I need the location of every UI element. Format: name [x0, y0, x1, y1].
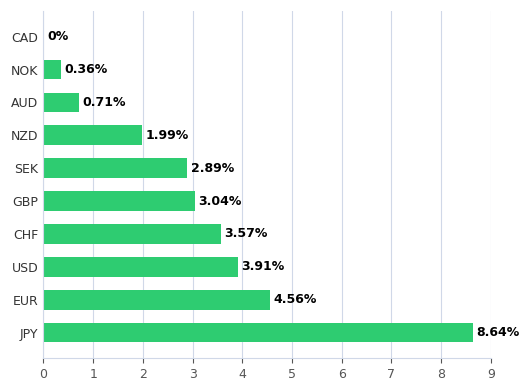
Text: 0.71%: 0.71% — [82, 96, 126, 109]
Bar — [44, 290, 270, 310]
Bar — [44, 60, 61, 80]
Bar — [44, 323, 473, 342]
Text: 3.57%: 3.57% — [225, 227, 268, 240]
Text: 0.36%: 0.36% — [65, 63, 108, 76]
Text: 8.64%: 8.64% — [477, 326, 520, 339]
Text: 0%: 0% — [47, 30, 68, 43]
Text: 1.99%: 1.99% — [146, 129, 189, 142]
Text: 3.91%: 3.91% — [242, 260, 285, 273]
Bar — [44, 257, 238, 277]
Bar — [44, 125, 143, 145]
Text: 4.56%: 4.56% — [273, 293, 317, 306]
Bar — [44, 224, 221, 244]
Text: 2.89%: 2.89% — [190, 162, 234, 175]
Bar — [44, 93, 79, 113]
Bar — [44, 158, 187, 178]
Bar — [44, 191, 195, 211]
Text: 3.04%: 3.04% — [198, 194, 242, 208]
